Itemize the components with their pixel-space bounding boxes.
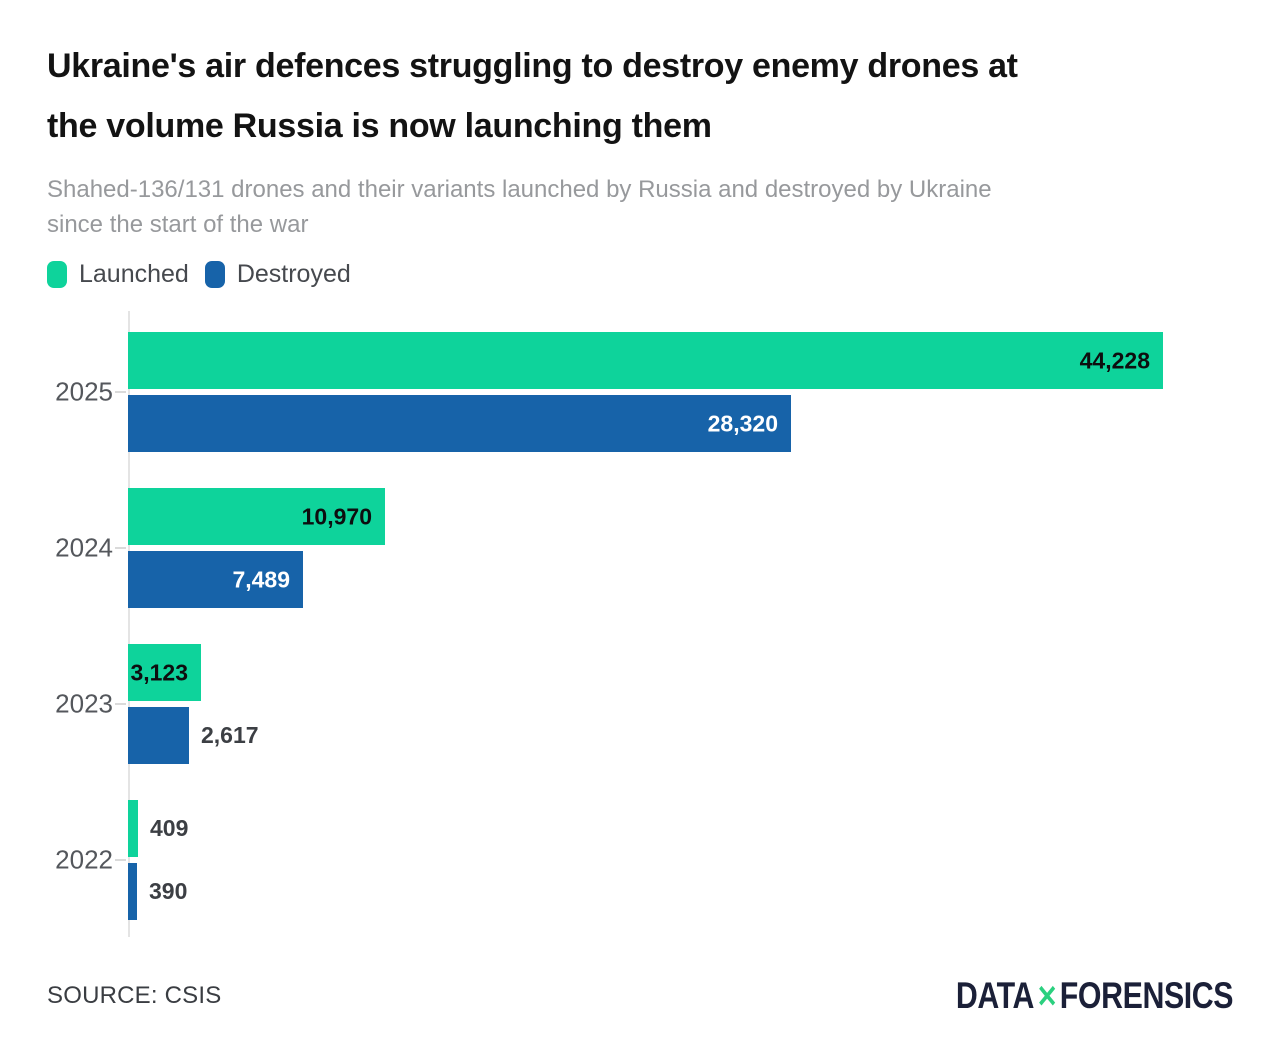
- category-label-2023: 2023: [55, 688, 113, 719]
- bar-row-launched-2023: 3,123: [128, 644, 1233, 701]
- value-label-launched-2025: 44,228: [1079, 347, 1150, 373]
- legend-label-destroyed: Destroyed: [236, 260, 351, 288]
- bar-row-launched-2024: 10,970: [128, 488, 1233, 545]
- chart-subtitle-line2: since the start of the war: [47, 211, 309, 238]
- bar-launched-2023[interactable]: 3,123: [128, 644, 201, 701]
- bar-launched-2022[interactable]: [128, 800, 138, 857]
- legend-swatch-launched-icon: [47, 261, 67, 288]
- bar-destroyed-2022[interactable]: [128, 863, 137, 920]
- legend-label-launched: Launched: [79, 260, 189, 288]
- bar-launched-2024[interactable]: 10,970: [128, 488, 385, 545]
- plot-area: 2025 44,228 28,320 2024 10,970 7,489 2023 3,123…: [55, 311, 1233, 937]
- bar-destroyed-2023[interactable]: [128, 707, 189, 764]
- bar-row-destroyed-2023: 2,617: [128, 707, 1233, 764]
- value-label-destroyed-2025: 28,320: [707, 410, 778, 436]
- logo-part-forensics: FORENSICS: [1059, 975, 1234, 1016]
- bar-group-2022: 2022 409 390: [55, 800, 1233, 920]
- bar-row-launched-2022: 409: [128, 800, 1233, 857]
- category-label-2022: 2022: [55, 844, 113, 875]
- footer: SOURCE: CSIS DATA ✕ FORENSICS: [47, 975, 1233, 1017]
- axis-tick-2024: [115, 547, 126, 549]
- logo-part-data: DATA: [955, 975, 1035, 1016]
- chart-subtitle-line1: Shahed-136/131 drones and their variants…: [47, 176, 992, 203]
- bar-launched-2025[interactable]: 44,228: [128, 332, 1163, 389]
- chart-title: Ukraine's air defences struggling to des…: [47, 0, 1187, 156]
- category-label-2024: 2024: [55, 532, 113, 563]
- axis-tick-2025: [115, 391, 126, 393]
- source-credit: SOURCE: CSIS: [47, 982, 222, 1009]
- axis-tick-2023: [115, 703, 126, 705]
- data-forensics-logo: DATA ✕ FORENSICS: [955, 975, 1234, 1017]
- logo-x-icon: ✕: [1036, 979, 1058, 1014]
- category-label-2025: 2025: [55, 376, 113, 407]
- chart-title-line2: the volume Russia is now launching them: [47, 107, 712, 145]
- legend-swatch-destroyed-icon: [204, 261, 225, 288]
- value-label-launched-2023: 3,123: [130, 659, 188, 685]
- legend-item-destroyed[interactable]: Destroyed: [204, 260, 351, 289]
- bar-group-2025: 2025 44,228 28,320: [55, 332, 1233, 452]
- bar-destroyed-2025[interactable]: 28,320: [128, 395, 791, 452]
- chart-title-line1: Ukraine's air defences struggling to des…: [47, 47, 1018, 85]
- bar-group-2023: 2023 3,123 2,617: [55, 644, 1233, 764]
- value-label-destroyed-2023: 2,617: [201, 722, 259, 748]
- bar-destroyed-2024[interactable]: 7,489: [128, 551, 303, 608]
- legend: Launched Destroyed: [47, 260, 1233, 289]
- bar-row-launched-2025: 44,228: [128, 332, 1233, 389]
- bar-row-destroyed-2025: 28,320: [128, 395, 1233, 452]
- bar-row-destroyed-2024: 7,489: [128, 551, 1233, 608]
- bar-row-destroyed-2022: 390: [128, 863, 1233, 920]
- chart-subtitle: Shahed-136/131 drones and their variants…: [47, 172, 1177, 242]
- y-axis-line: [128, 311, 130, 937]
- value-label-launched-2024: 10,970: [301, 503, 372, 529]
- bar-chart: 2025 44,228 28,320 2024 10,970 7,489 2023 3,123…: [47, 311, 1233, 937]
- value-label-launched-2022: 409: [150, 815, 189, 841]
- axis-tick-2022: [115, 859, 126, 861]
- value-label-destroyed-2022: 390: [149, 878, 188, 904]
- value-label-destroyed-2024: 7,489: [232, 566, 290, 592]
- legend-item-launched[interactable]: Launched: [47, 260, 189, 289]
- bar-group-2024: 2024 10,970 7,489: [55, 488, 1233, 608]
